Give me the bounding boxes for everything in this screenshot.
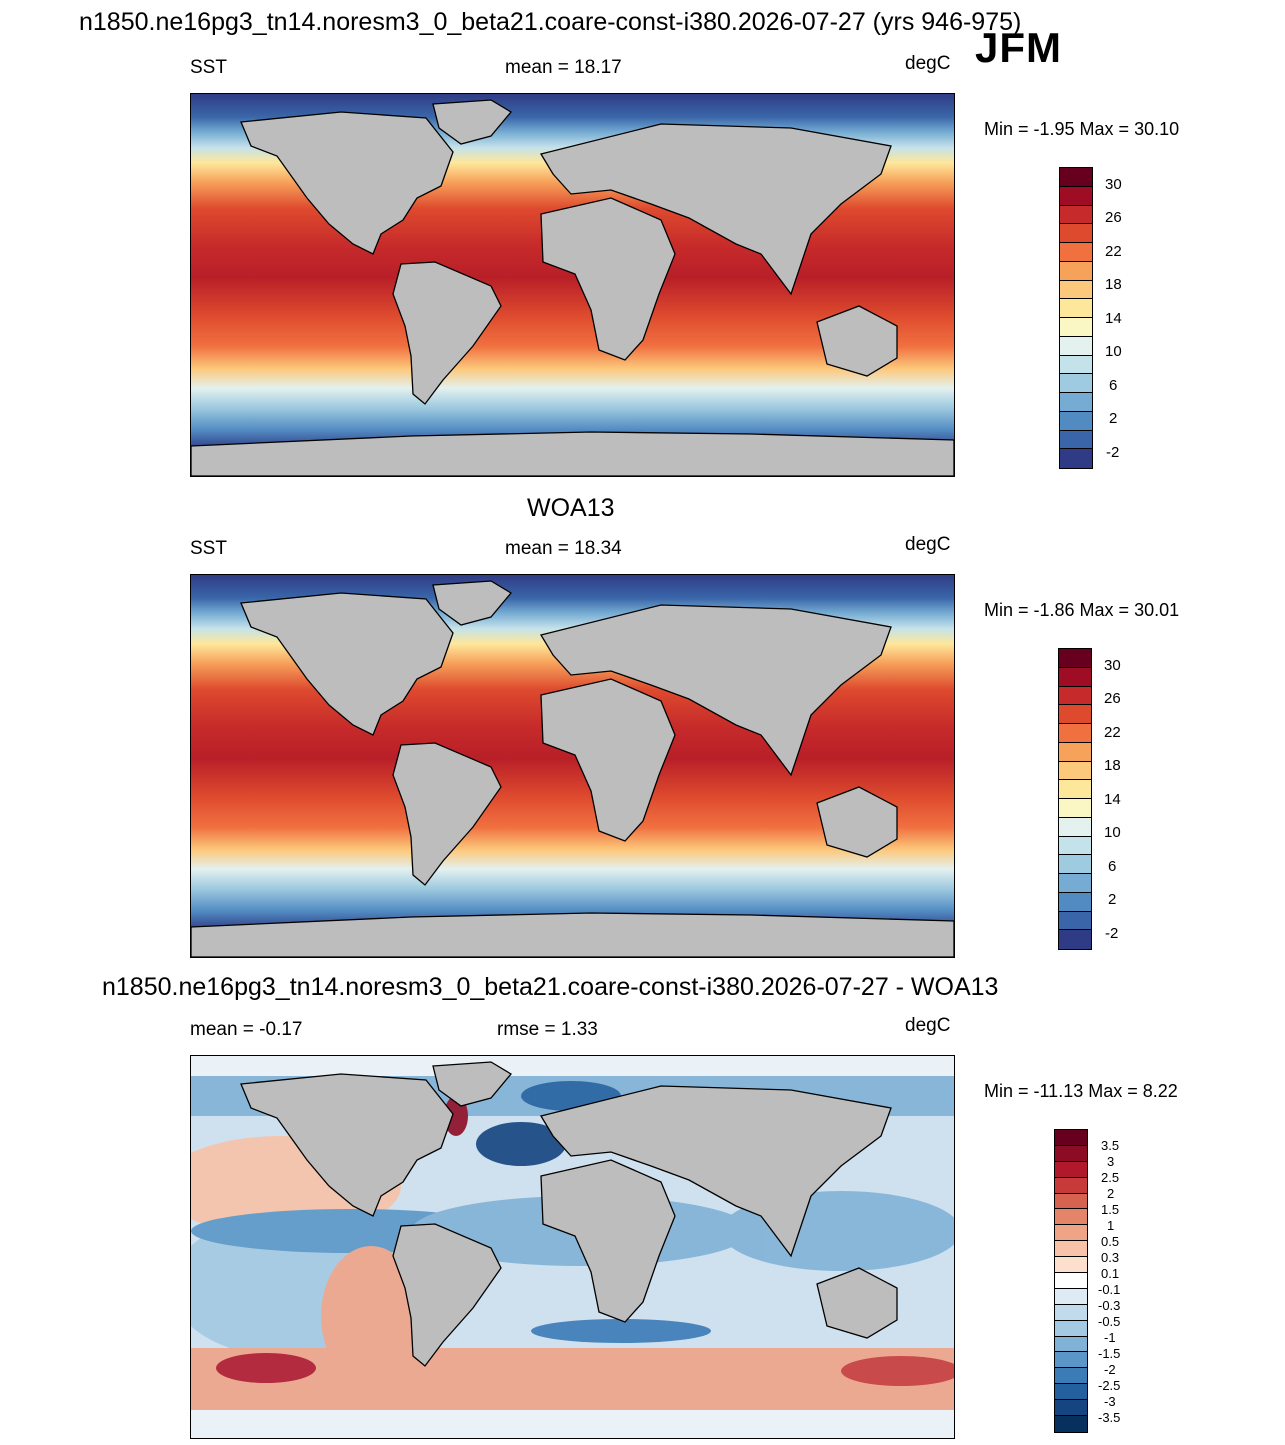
- panel3-cbar-tick: -0.5: [1098, 1314, 1121, 1329]
- panel1-cbar-tick: 18: [1105, 276, 1122, 293]
- panel3-mean-label: mean = -0.17: [190, 1019, 303, 1040]
- panel2-cbar-tick: 30: [1104, 657, 1121, 674]
- panel1-cbar-tick: -2: [1106, 444, 1120, 461]
- panel2-cbar-tick: 22: [1104, 724, 1121, 741]
- panel1-cbar-tick: 22: [1105, 243, 1122, 260]
- panel3-cbar-tick: -1: [1104, 1330, 1116, 1345]
- panel3-rmse-label: rmse = 1.33: [497, 1019, 598, 1040]
- panel3-units: degC: [905, 1015, 951, 1036]
- panel2-cbar-tick: 6: [1108, 858, 1117, 875]
- panel2-units: degC: [905, 534, 951, 555]
- panel3-title: n1850.ne16pg3_tn14.noresm3_0_beta21.coar…: [102, 973, 999, 1001]
- panel1-cbar-tick: 30: [1105, 176, 1122, 193]
- panel1-minmax: Min = -1.95 Max = 30.10: [984, 119, 1180, 139]
- panel2-title: WOA13: [527, 494, 615, 522]
- panel2-land: [191, 580, 954, 957]
- panel3-cbar-tick: 1.5: [1101, 1202, 1120, 1217]
- figure-title: n1850.ne16pg3_tn14.noresm3_0_beta21.coar…: [79, 8, 1022, 36]
- panel1-cbar-tick: 10: [1105, 343, 1122, 360]
- panel1-mean-label: mean = 18.17: [505, 57, 622, 78]
- panel3-cbar-tick: -1.5: [1098, 1346, 1121, 1361]
- panel1-cbar-tick: 14: [1105, 310, 1122, 327]
- panel1-cbar-tick: 6: [1109, 377, 1118, 394]
- panel1-left-label: SST: [190, 57, 227, 78]
- panel3-cbar-tick: 3.5: [1101, 1138, 1120, 1153]
- panel2-minmax: Min = -1.86 Max = 30.01: [984, 600, 1180, 620]
- panel2-mean-label: mean = 18.34: [505, 538, 622, 559]
- panel3-cbar-tick: -3.5: [1098, 1410, 1121, 1425]
- panel1-map: [190, 93, 955, 477]
- panel2-cbar-tick: 2: [1108, 891, 1117, 908]
- panel3-cbar-tick: 1: [1107, 1218, 1115, 1233]
- panel2-cbar-tick: 18: [1104, 757, 1121, 774]
- panel2-cbar-tick: -2: [1105, 925, 1119, 942]
- panel3-colorbar: [1054, 1129, 1088, 1433]
- panel2-left-label: SST: [190, 538, 227, 559]
- panel3-map: [190, 1055, 955, 1439]
- panel3-land: [240, 1061, 898, 1367]
- panel3-cbar-tick: 0.5: [1101, 1234, 1120, 1249]
- panel3-cbar-tick: 0.3: [1101, 1250, 1120, 1265]
- panel3-minmax: Min = -11.13 Max = 8.22: [984, 1081, 1178, 1101]
- panel3-cbar-tick: 3: [1107, 1154, 1115, 1169]
- panel1-land: [191, 99, 954, 476]
- panel1-units: degC: [905, 53, 951, 74]
- panel1-cbar-tick: 2: [1109, 410, 1118, 427]
- season-label: JFM: [975, 24, 1062, 71]
- panel3-cbar-tick: -0.1: [1098, 1282, 1121, 1297]
- panel2-colorbar: [1058, 648, 1092, 950]
- panel3-cbar-tick: -3: [1104, 1394, 1116, 1409]
- panel3-cbar-tick: 2: [1107, 1186, 1115, 1201]
- panel2-map: [190, 574, 955, 958]
- panel2-cbar-tick: 26: [1104, 690, 1121, 707]
- panel3-cbar-tick: -2: [1104, 1362, 1116, 1377]
- panel3-cbar-tick: 0.1: [1101, 1266, 1120, 1281]
- panel2-cbar-tick: 14: [1104, 791, 1121, 808]
- panel3-cbar-tick: -2.5: [1098, 1378, 1121, 1393]
- panel3-cbar-tick: -0.3: [1098, 1298, 1121, 1313]
- panel1-cbar-tick: 26: [1105, 209, 1122, 226]
- panel3-cbar-tick: 2.5: [1101, 1170, 1120, 1185]
- panel2-cbar-tick: 10: [1104, 824, 1121, 841]
- panel1-colorbar: [1059, 167, 1093, 469]
